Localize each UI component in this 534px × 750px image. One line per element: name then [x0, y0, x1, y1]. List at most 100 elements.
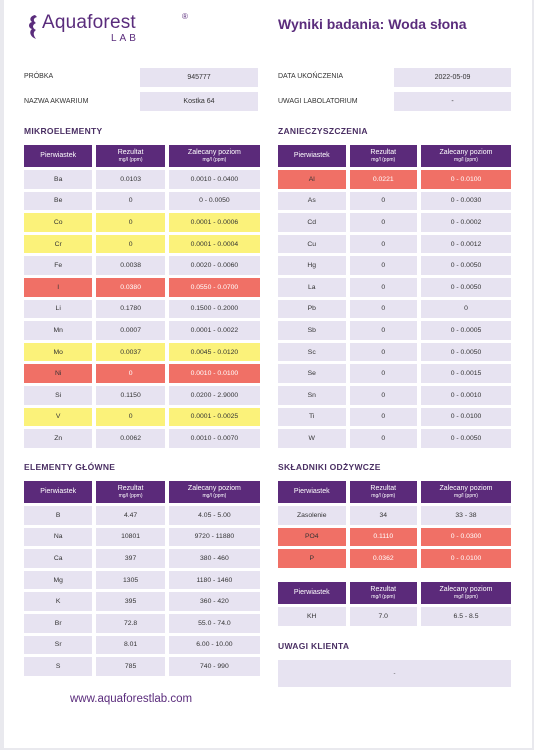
cell-element: Zasolenie: [278, 506, 346, 525]
header-unit-label: mg/l (ppm): [202, 157, 227, 163]
cell-recommended: 0.0550 - 0.0700: [168, 277, 260, 297]
cell-element: Na: [24, 527, 93, 547]
cell-element: Mn: [24, 321, 93, 340]
main-section-title: ELEMENTY GŁÓWNE: [24, 462, 116, 472]
header-unit-label: mg/l (ppm): [202, 493, 227, 499]
cell-element: Cu: [278, 234, 346, 254]
cell-recommended: 33 - 38: [421, 506, 511, 525]
header-recommended-label: Zalecany poziom: [187, 149, 241, 156]
cell-element: Zn: [24, 429, 93, 448]
cell-result: 0.0037: [96, 342, 165, 362]
cell-element: B: [24, 506, 93, 525]
cell-recommended: 0 - 0.0050: [168, 191, 260, 211]
table-row: Si 0.1150 0.0200 - 2.9000: [24, 385, 260, 405]
cell-result: 0: [349, 407, 417, 427]
header-recommended-label: Zalecany poziom: [439, 586, 493, 593]
cell-result: 0: [349, 213, 417, 232]
cell-result: 1305: [96, 570, 165, 590]
cell-recommended: 0.0001 - 0.0022: [168, 321, 260, 340]
cell-element: Se: [278, 364, 346, 383]
aquaforest-seahorse-icon: [29, 15, 37, 39]
cell-recommended: 0 - 0.0100: [421, 407, 511, 427]
website-link[interactable]: www.aquaforestlab.com: [70, 693, 193, 705]
header-unit-label: mg/l (ppm): [454, 594, 478, 600]
table-header-row: Pierwiastek Rezultat mg/l (ppm) Zalecany po…: [278, 145, 511, 167]
header-result-label: Rezultat: [117, 149, 144, 156]
cell-recommended: 0 - 0.0100: [421, 170, 511, 189]
aquarium-value: Kostka 64: [140, 92, 258, 111]
cell-result: 0: [349, 234, 417, 254]
cell-result: 0.0103: [96, 170, 165, 189]
cell-recommended: 1180 - 1460: [168, 570, 260, 590]
table-row: Zn 0.0062 0.0010 - 0.0070: [24, 429, 260, 448]
header-unit-label: mg/l (ppm): [371, 157, 396, 163]
header-element: Pierwiastek: [278, 481, 346, 503]
cell-element: Be: [24, 191, 93, 211]
cell-recommended: 0 - 0.0100: [421, 549, 511, 568]
cell-element: V: [24, 407, 93, 427]
logo-name: Aquaforest: [42, 12, 136, 33]
cell-result: 0.1110: [349, 527, 417, 547]
table-row: Be 0 0 - 0.0050: [24, 191, 260, 211]
cell-result: 0: [96, 213, 165, 232]
cell-result: 0: [96, 191, 165, 211]
table-row: S 785 740 - 990: [24, 657, 260, 676]
cell-element: Fe: [24, 256, 93, 275]
aquaforest-logo: Aquaforest ® LAB: [26, 12, 188, 44]
cell-recommended: 6.00 - 10.00: [168, 635, 260, 655]
header-element-label: Pierwiastek: [293, 488, 330, 495]
header-recommended-label: Zalecany poziom: [439, 485, 493, 492]
cell-recommended: 9720 - 11880: [168, 527, 260, 547]
cell-recommended: 6.5 - 8.5: [421, 607, 511, 626]
table-row: Cu 0 0 - 0.0012: [278, 234, 511, 254]
table-row: Zasolenie 34 33 - 38: [278, 506, 511, 525]
cell-result: 0.0062: [96, 429, 165, 448]
header-unit-label: mg/l (ppm): [371, 493, 396, 499]
table-row: Ni 0 0.0010 - 0.0100: [24, 364, 260, 383]
table-row: V 0 0.0001 - 0.0025: [24, 407, 260, 427]
cell-recommended: 360 - 420: [168, 592, 260, 611]
cell-recommended: 0 - 0.0002: [421, 213, 511, 232]
table-row: Ti 0 0 - 0.0100: [278, 407, 511, 427]
table-row: Se 0 0 - 0.0015: [278, 364, 511, 383]
cell-result: 0.1150: [96, 385, 165, 405]
cell-recommended: 0.0200 - 2.9000: [168, 385, 260, 405]
client-notes-title: UWAGI KLIENTA: [278, 641, 350, 651]
table-header-row: Pierwiastek Rezultat mg/l (ppm) Zalecany po…: [278, 582, 511, 604]
table-row: Sb 0 0 - 0.0005: [278, 321, 511, 340]
cell-recommended: 740 - 990: [168, 657, 260, 676]
logo-registered-mark: ®: [182, 12, 188, 21]
cell-element: As: [278, 191, 346, 211]
sample-value: 945777: [140, 68, 258, 87]
cell-recommended: 0 - 0.0300: [421, 527, 511, 547]
header-recommended: Zalecany poziom mg/l (ppm): [421, 582, 511, 604]
table-row: B 4.47 4.05 - 5.00: [24, 506, 260, 525]
cell-element: Ca: [24, 549, 93, 568]
report-title: Wyniki badania: Woda słona: [278, 16, 467, 32]
cell-recommended: 0 - 0.0015: [421, 364, 511, 383]
cell-element: Cd: [278, 213, 346, 232]
nutrients-section-title: SKŁADNIKI ODŻYWCZE: [278, 462, 381, 472]
header-recommended: Zalecany poziom mg/l (ppm): [421, 145, 511, 167]
table-row: Na 10801 9720 - 11880: [24, 527, 260, 547]
report-page: Aquaforest ® LAB Wyniki badania: Woda sł…: [4, 0, 532, 748]
header-result: Rezultat mg/l (ppm): [96, 145, 165, 167]
cell-element: Ni: [24, 364, 93, 383]
header-element: Pierwiastek: [24, 481, 93, 503]
cell-recommended: 0 - 0.0050: [421, 277, 511, 297]
header-recommended: Zalecany poziom mg/l (ppm): [168, 145, 260, 167]
contaminants-section-title: ZANIECZYSZCZENIA: [278, 126, 368, 136]
table-row: I 0.0380 0.0550 - 0.0700: [24, 277, 260, 297]
cell-element: Cr: [24, 234, 93, 254]
cell-result: 0: [349, 429, 417, 448]
cell-element: K: [24, 592, 93, 611]
cell-element: Al: [278, 170, 346, 189]
cell-element: Mg: [24, 570, 93, 590]
table-row: La 0 0 - 0.0050: [278, 277, 511, 297]
table-row: Ca 397 380 - 460: [24, 549, 260, 568]
table-row: Br 72.8 55.0 - 74.0: [24, 613, 260, 633]
cell-recommended: 0.1500 - 0.2000: [168, 299, 260, 319]
header-result: Rezultat mg/l (ppm): [349, 481, 417, 503]
table-header-row: Pierwiastek Rezultat mg/l (ppm) Zalecany po…: [24, 481, 260, 503]
cell-result: 0: [349, 256, 417, 275]
